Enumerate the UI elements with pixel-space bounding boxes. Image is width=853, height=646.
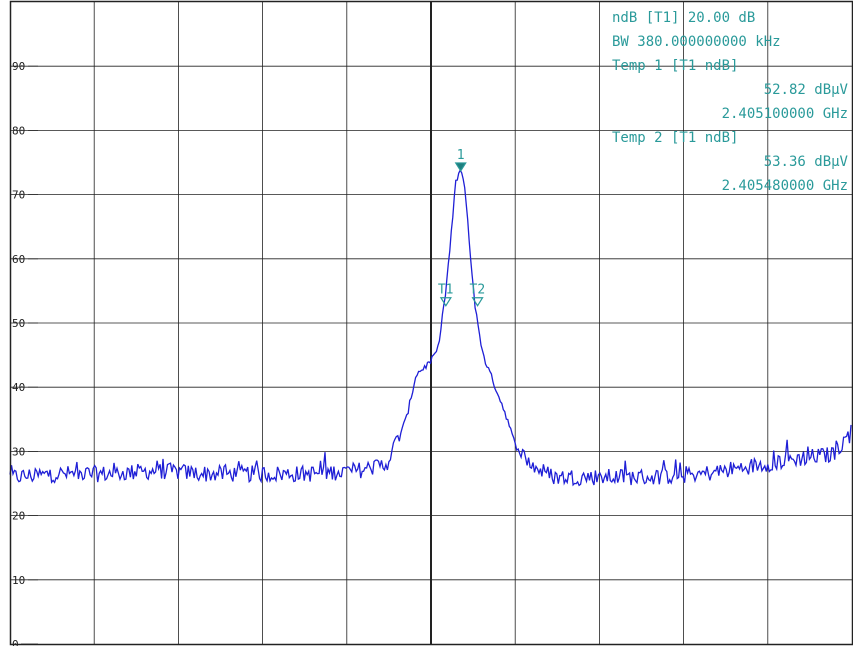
readout-line: Temp 2 [T1 ndB] <box>612 130 738 146</box>
marker-t2-symbol <box>471 297 484 307</box>
readout-line: 52.82 dBµV <box>764 82 849 98</box>
marker-layer: 1 T1 T2 <box>438 148 486 307</box>
marker-t1-label: T1 <box>438 283 454 298</box>
readout-line: Temp 1 [T1 ndB] <box>612 58 738 74</box>
spectrum-trace <box>9 168 852 487</box>
marker-t2-label: T2 <box>470 283 486 298</box>
y-tick-label: 20 <box>12 510 25 523</box>
y-tick-label: 70 <box>12 189 25 202</box>
marker-t1-symbol <box>439 297 452 307</box>
readout-line: 2.405480000 GHz <box>722 178 848 194</box>
y-tick-label: 30 <box>12 445 25 458</box>
y-tick-label: 50 <box>12 317 25 330</box>
marker-readouts: ndB [T1] 20.00 dB BW 380.000000000 kHz Tem… <box>612 10 849 194</box>
y-tick-labels: 90 80 70 60 50 40 30 20 10 0 <box>12 60 38 646</box>
readout-line: 53.36 dBµV <box>764 154 849 170</box>
y-tick-label: 60 <box>12 253 25 266</box>
readout-line: BW 380.000000000 kHz <box>612 34 781 50</box>
y-tick-label: 10 <box>12 574 25 587</box>
y-tick-label: 0 <box>12 638 19 646</box>
grid <box>10 2 852 644</box>
marker-1-label: 1 <box>457 148 465 163</box>
trace-layer <box>9 168 852 487</box>
y-tick-label: 90 <box>12 60 25 73</box>
y-tick-label: 40 <box>12 381 25 394</box>
marker-1-symbol <box>454 162 467 173</box>
readout-line: 2.405100000 GHz <box>722 106 848 122</box>
y-tick-label: 80 <box>12 124 25 137</box>
readout-line: ndB [T1] 20.00 dB <box>612 10 755 26</box>
